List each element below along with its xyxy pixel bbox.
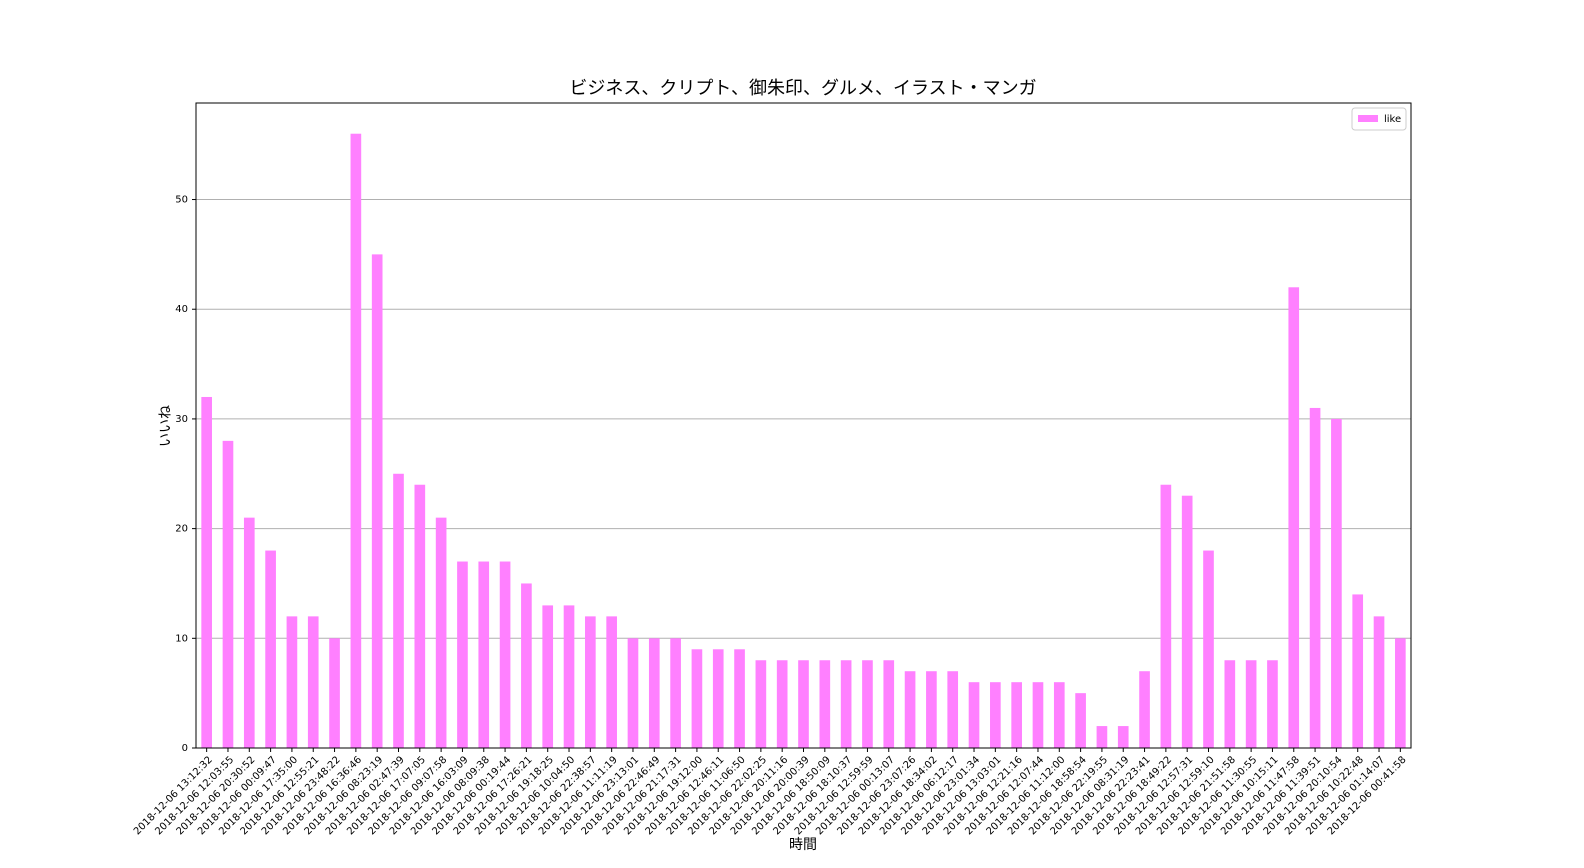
bar [435,517,447,748]
legend-label: like [1384,114,1401,125]
bar [734,649,745,748]
bar [798,660,809,748]
bar [990,682,1001,748]
bar [371,254,383,748]
bar [478,561,490,748]
bar [1203,550,1214,748]
bar [393,473,404,748]
bar [542,605,554,748]
y-tick-label: 50 [175,195,188,206]
bar [286,616,298,748]
bar [265,550,276,748]
legend-box [1351,107,1407,131]
bar [414,484,426,748]
bar [1352,594,1364,748]
bar [1373,616,1385,748]
legend-swatch [1358,115,1378,122]
bar [1075,693,1086,748]
bar [329,638,340,748]
bar [883,660,895,748]
bar [1011,682,1022,748]
bar [1245,660,1257,748]
y-axis-label: いいね [158,405,174,447]
bar [1267,660,1278,748]
bar [606,616,617,748]
plot-frame [195,102,1412,749]
y-tick-label: 20 [175,524,188,535]
bar [648,638,660,748]
bar [627,638,639,748]
bar [222,440,234,748]
bar [670,638,681,748]
chart-title: ビジネス、クリプト、御朱印、グルメ、イラスト・マンガ [569,78,1036,99]
bar [499,561,511,748]
bar [1288,287,1300,748]
bar [1309,407,1321,748]
bar [947,671,959,748]
y-tick-label: 30 [175,414,188,425]
bar [1181,495,1193,748]
bar [968,682,980,748]
bar [755,660,767,748]
bar [521,583,532,748]
y-tick-label: 10 [175,633,188,644]
bar [350,133,362,748]
bar [243,517,255,748]
bar [1032,682,1044,748]
bar [1160,484,1172,748]
bar [307,616,319,748]
bar [1096,726,1108,748]
bar [457,561,468,748]
bar [1053,682,1065,748]
bar [840,660,852,748]
bar [691,649,703,748]
y-tick-label: 0 [182,743,188,754]
bar [585,616,596,748]
bar [1331,418,1342,748]
bar [1117,726,1129,748]
bar [1224,660,1236,748]
bar [776,660,788,748]
bar [563,605,575,748]
bar [1395,638,1406,748]
bar [904,671,916,748]
y-tick-label: 40 [175,304,188,315]
bar [819,660,831,748]
x-axis-label: 時間 [789,837,817,853]
bar [926,671,937,748]
bar [1139,671,1150,748]
bar [862,660,873,748]
bar [201,396,212,748]
bar [712,649,724,748]
